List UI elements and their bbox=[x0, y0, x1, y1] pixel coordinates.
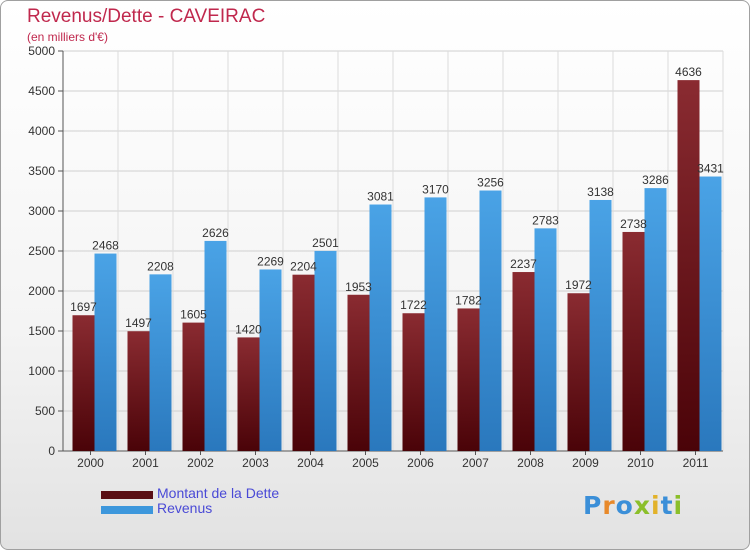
data-label-dette: 2204 bbox=[290, 260, 317, 274]
x-tick-label: 2004 bbox=[297, 456, 324, 470]
data-label-revenus: 2501 bbox=[312, 236, 339, 250]
bar-dette bbox=[127, 331, 150, 451]
x-tick-label: 2009 bbox=[572, 456, 599, 470]
bar-revenus bbox=[699, 176, 722, 451]
bar-revenus bbox=[149, 274, 172, 451]
data-label-dette: 1953 bbox=[345, 280, 372, 294]
data-label-revenus: 3170 bbox=[422, 182, 449, 196]
legend-swatch-dette bbox=[101, 491, 153, 499]
data-label-revenus: 3138 bbox=[587, 185, 614, 199]
bar-dette bbox=[237, 337, 260, 451]
data-label-dette: 1497 bbox=[125, 316, 152, 330]
bar-revenus bbox=[479, 190, 502, 451]
x-tick-label: 2002 bbox=[187, 456, 214, 470]
y-tick-label: 4000 bbox=[28, 124, 55, 138]
bar-dette bbox=[292, 274, 315, 451]
data-label-dette: 1420 bbox=[235, 322, 262, 336]
logo-letter: o bbox=[615, 491, 634, 520]
bar-dette bbox=[347, 294, 370, 451]
y-tick-label: 500 bbox=[35, 404, 55, 418]
x-tick-label: 2007 bbox=[462, 456, 489, 470]
bar-dette bbox=[677, 80, 700, 452]
y-tick-label: 3500 bbox=[28, 164, 55, 178]
legend-swatch-revenus bbox=[101, 506, 153, 514]
chart-title: Revenus/Dette - CAVEIRAC bbox=[27, 6, 266, 27]
data-label-revenus: 3286 bbox=[642, 173, 669, 187]
y-tick-label: 1000 bbox=[28, 364, 55, 378]
bar-dette bbox=[457, 308, 480, 451]
legend-label-revenus: Revenus bbox=[157, 500, 213, 516]
x-tick-label: 2008 bbox=[517, 456, 544, 470]
y-tick-label: 0 bbox=[48, 444, 55, 458]
x-tick-label: 2010 bbox=[627, 456, 654, 470]
bar-dette bbox=[622, 231, 645, 451]
bar-dette bbox=[512, 272, 535, 451]
data-label-dette: 1605 bbox=[180, 308, 207, 322]
bar-revenus bbox=[534, 228, 557, 451]
y-tick-label: 2000 bbox=[28, 284, 55, 298]
bar-revenus bbox=[424, 197, 447, 451]
bar-revenus bbox=[369, 204, 392, 451]
grid bbox=[62, 50, 724, 452]
logo-letter: P bbox=[583, 491, 603, 520]
data-label-dette: 1697 bbox=[70, 300, 97, 314]
data-label-revenus: 2783 bbox=[532, 213, 559, 227]
bar-revenus bbox=[314, 250, 337, 451]
bars bbox=[72, 80, 722, 452]
bar-revenus bbox=[644, 188, 667, 451]
data-label-dette: 2237 bbox=[510, 257, 537, 271]
data-label-revenus: 3081 bbox=[367, 190, 394, 204]
data-label-revenus: 3256 bbox=[477, 176, 504, 190]
logo-letter: i bbox=[651, 491, 661, 520]
logo-letter: r bbox=[602, 491, 616, 520]
x-tick-label: 2006 bbox=[407, 456, 434, 470]
data-label-dette: 2738 bbox=[620, 217, 647, 231]
bar-dette bbox=[567, 293, 590, 451]
axes: 0 500 1000 1500 2000 2500 3000 3500 4000 4500 5000… bbox=[28, 44, 723, 470]
data-labels: 1697 2468 1497 2208 1605 2626 1420 2269 2204 2501… bbox=[70, 65, 724, 336]
data-label-dette: 1972 bbox=[565, 278, 592, 292]
y-tick-label: 5000 bbox=[28, 44, 55, 58]
bar-dette bbox=[182, 322, 205, 451]
y-tick-label: 4500 bbox=[28, 84, 55, 98]
proxiti-logo: Proxiti bbox=[583, 491, 683, 520]
data-label-dette: 1722 bbox=[400, 298, 427, 312]
y-tick-label: 3000 bbox=[28, 204, 55, 218]
logo-letter: t bbox=[660, 491, 674, 520]
legend-label-dette: Montant de la Dette bbox=[157, 485, 280, 501]
x-tick-label: 2000 bbox=[77, 456, 104, 470]
chart-subtitle: (en milliers d'€) bbox=[27, 30, 108, 44]
bar-dette bbox=[72, 315, 95, 451]
bar-revenus bbox=[589, 199, 612, 451]
x-tick-label: 2001 bbox=[132, 456, 159, 470]
y-tick-label: 2500 bbox=[28, 244, 55, 258]
data-label-revenus: 2468 bbox=[92, 239, 119, 253]
data-label-revenus: 2269 bbox=[257, 254, 284, 268]
logo-letter: i bbox=[673, 491, 684, 520]
bar-revenus bbox=[94, 253, 117, 451]
x-tick-label: 2011 bbox=[683, 456, 709, 470]
bar-revenus bbox=[259, 269, 282, 451]
data-label-revenus: 2626 bbox=[202, 226, 229, 240]
data-label-dette: 1782 bbox=[455, 293, 482, 307]
bar-revenus bbox=[204, 240, 227, 451]
data-label-revenus: 3431 bbox=[697, 162, 724, 176]
data-label-dette: 4636 bbox=[675, 65, 702, 79]
data-label-revenus: 2208 bbox=[147, 259, 174, 273]
bar-dette bbox=[402, 313, 425, 451]
x-tick-label: 2005 bbox=[352, 456, 379, 470]
y-tick-label: 1500 bbox=[28, 324, 55, 338]
logo-letter: x bbox=[633, 491, 651, 520]
x-tick-label: 2003 bbox=[242, 456, 269, 470]
